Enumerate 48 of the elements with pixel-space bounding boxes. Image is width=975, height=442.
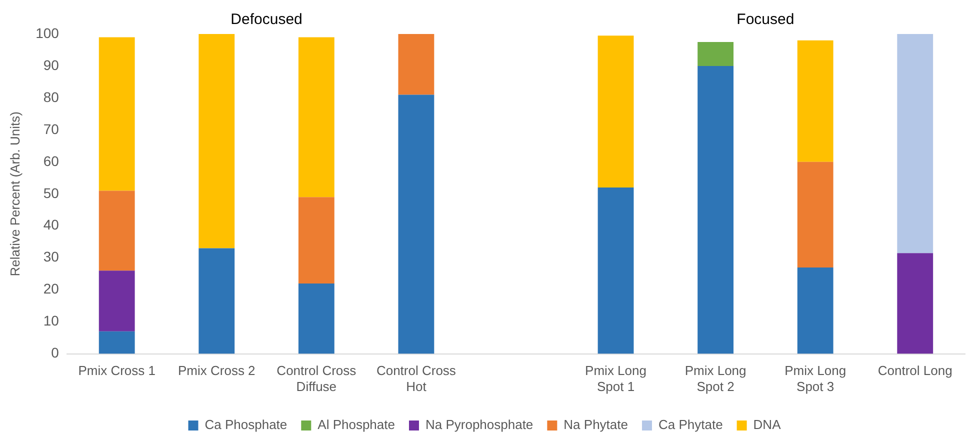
- y-axis-title: Relative Percent (Arb. Units): [7, 112, 22, 276]
- legend-label: Ca Phytate: [658, 417, 723, 432]
- bar: [198, 248, 235, 354]
- bar: [298, 37, 334, 198]
- bar: [98, 331, 135, 354]
- bar: [98, 190, 135, 271]
- bar: [797, 40, 834, 162]
- bar: [698, 66, 734, 354]
- legend-label: Na Pyrophosphate: [425, 417, 534, 432]
- text: Defocused: [230, 11, 302, 28]
- legend-label: Ca Phosphate: [204, 417, 288, 432]
- x-tick-label: Pmix Long Spot 2: [684, 363, 746, 394]
- x-tick-label: Pmix Long Spot 3: [784, 363, 846, 394]
- y-tick-label: 50: [43, 184, 60, 201]
- x-tick-label: Control Cross Hot: [376, 363, 456, 394]
- y-tick-label: 70: [43, 120, 60, 137]
- y-tick-label: 40: [43, 216, 60, 233]
- legend-label: DNA: [753, 417, 782, 432]
- bar: [698, 42, 734, 66]
- y-tick-label: 90: [43, 56, 60, 73]
- bar: [897, 34, 934, 254]
- x-tick-label: Control Long: [878, 363, 952, 378]
- y-tick-label: 30: [43, 248, 60, 265]
- x-tick-label: Pmix Cross 2: [178, 363, 256, 378]
- bar: [398, 94, 434, 354]
- y-tick-label: 80: [43, 88, 60, 105]
- y-tick-label: 20: [43, 280, 60, 297]
- x-tick-label: Control Cross Diffuse: [276, 363, 357, 394]
- bar: [897, 253, 934, 354]
- y-tick-label: 0: [51, 344, 60, 361]
- legend-label: Na Phytate: [564, 417, 628, 432]
- bar: [198, 34, 235, 248]
- bar: [398, 34, 434, 95]
- y-tick-label: 100: [36, 24, 60, 41]
- bar: [98, 37, 135, 191]
- text: Focused: [736, 11, 794, 28]
- x-tick-label: Pmix Cross 1: [78, 363, 156, 378]
- bar: [98, 270, 135, 332]
- y-tick-label: 10: [43, 312, 60, 329]
- bar: [298, 197, 334, 284]
- legend-label: Al Phosphate: [318, 417, 395, 432]
- bar: [298, 283, 334, 354]
- bar: [797, 162, 834, 268]
- bar: [598, 36, 634, 188]
- bar: [598, 188, 634, 354]
- x-tick-label: Pmix Long Spot 1: [585, 363, 646, 394]
- bar: [797, 267, 834, 354]
- y-tick-label: 60: [43, 152, 60, 169]
